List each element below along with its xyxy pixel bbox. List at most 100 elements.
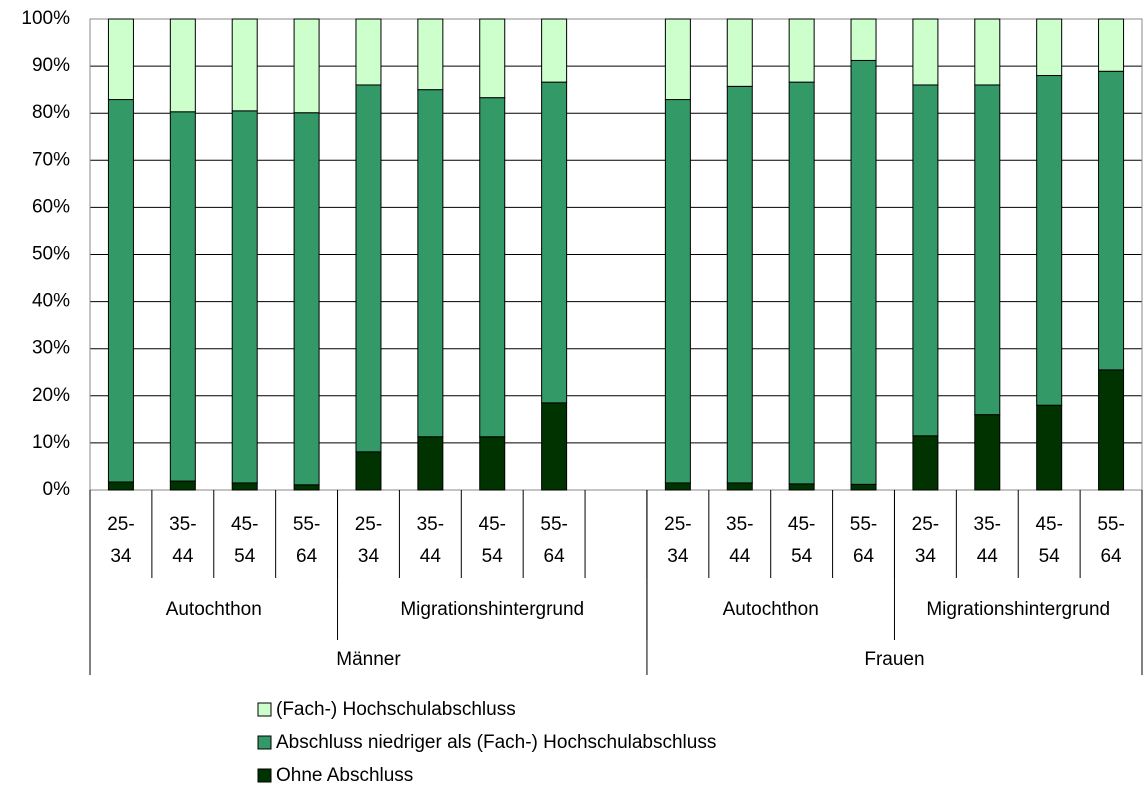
x-tick-label: 35- xyxy=(726,514,753,535)
x-tick-label: 35- xyxy=(169,514,196,535)
bar-segment xyxy=(726,85,753,484)
bar-segment xyxy=(479,18,506,99)
group-label: Männer xyxy=(336,649,401,670)
x-tick-label: 45- xyxy=(1035,514,1062,535)
x-tick-label: 44 xyxy=(420,546,442,567)
bar-segment xyxy=(1098,18,1125,72)
y-tick-label: 10% xyxy=(32,432,70,453)
x-tick-label: 64 xyxy=(296,546,318,567)
bar-segment xyxy=(664,482,691,491)
bar-segment xyxy=(912,435,939,491)
y-tick-label: 70% xyxy=(32,149,70,170)
y-tick-label: 80% xyxy=(32,102,70,123)
y-tick-label: 20% xyxy=(32,385,70,406)
bar-segment xyxy=(355,451,382,491)
group-label: Frauen xyxy=(864,649,924,670)
bar-segment xyxy=(231,18,258,112)
x-tick-label: 35- xyxy=(974,514,1001,535)
x-tick-label: 55- xyxy=(1097,514,1124,535)
bar-segment xyxy=(169,111,196,482)
legend-label: (Fach-) Hochschulabschluss xyxy=(276,699,516,720)
bar-segment xyxy=(107,481,134,491)
x-tick-label: 44 xyxy=(172,546,194,567)
bar-segment xyxy=(1036,75,1063,406)
x-tick-label: 55- xyxy=(540,514,567,535)
x-tick-label: 34 xyxy=(110,546,132,567)
legend-swatch xyxy=(257,702,272,717)
x-tick-label: 45- xyxy=(231,514,258,535)
bar-segment xyxy=(1098,70,1125,371)
bar-segment xyxy=(850,59,877,485)
y-tick-label: 90% xyxy=(32,55,70,76)
plot-frame xyxy=(89,18,1143,491)
bar-segment xyxy=(788,81,815,485)
bar-segment xyxy=(293,484,320,491)
x-tick-label: 35- xyxy=(417,514,444,535)
bar-segment xyxy=(541,18,568,83)
y-tick-label: 60% xyxy=(32,196,70,217)
x-tick-label: 45- xyxy=(479,514,506,535)
bar-segment xyxy=(788,18,815,83)
x-tick-label: 64 xyxy=(544,546,566,567)
y-tick-label: 40% xyxy=(32,291,70,312)
x-tick-label: 64 xyxy=(1100,546,1122,567)
bar-segment xyxy=(850,483,877,491)
legend-label: Abschluss niedriger als (Fach-) Hochschu… xyxy=(276,732,716,753)
x-tick-label: 55- xyxy=(850,514,877,535)
bar-segment xyxy=(417,89,444,438)
bar-segment xyxy=(169,480,196,491)
bar-segment xyxy=(355,18,382,86)
x-tick-label: 34 xyxy=(667,546,689,567)
bar-segment xyxy=(850,18,877,61)
bar-segment xyxy=(664,99,691,484)
bar-segment xyxy=(479,97,506,438)
bar-segment xyxy=(974,414,1001,491)
bar-segment xyxy=(293,18,320,114)
x-tick-label: 25- xyxy=(664,514,691,535)
bar-segment xyxy=(1036,404,1063,491)
legend-label: Ohne Abschluss xyxy=(276,765,413,786)
bar-segment xyxy=(107,99,134,483)
bar-segment xyxy=(912,84,939,437)
bar-segment xyxy=(664,18,691,101)
bar-segment xyxy=(479,436,506,491)
bar-segment xyxy=(974,84,1001,416)
bar-segment xyxy=(169,18,196,113)
bar-segment xyxy=(726,18,753,87)
y-tick-label: 100% xyxy=(21,8,70,29)
bar-segment xyxy=(541,402,568,491)
x-tick-label: 25- xyxy=(355,514,382,535)
subgroup-label: Migrationshintergrund xyxy=(400,599,584,620)
subgroup-label: Autochthon xyxy=(166,599,262,620)
y-tick-label: 30% xyxy=(32,338,70,359)
y-tick-label: 0% xyxy=(43,479,71,500)
bar-segment xyxy=(974,18,1001,86)
x-tick-label: 54 xyxy=(482,546,504,567)
bar-segment xyxy=(107,18,134,101)
subgroup-label: Autochthon xyxy=(723,599,819,620)
bar-segment xyxy=(355,84,382,453)
x-tick-label: 54 xyxy=(234,546,256,567)
x-tick-label: 54 xyxy=(791,546,813,567)
legend-swatch xyxy=(257,735,272,750)
x-tick-label: 55- xyxy=(293,514,320,535)
bar-segment xyxy=(417,436,444,491)
bar-segment xyxy=(1036,18,1063,77)
bar-segment xyxy=(541,81,568,404)
bar-segment xyxy=(293,112,320,486)
x-tick-label: 54 xyxy=(1039,546,1061,567)
x-tick-label: 44 xyxy=(977,546,999,567)
x-tick-label: 45- xyxy=(788,514,815,535)
legend-swatch xyxy=(257,768,272,783)
bar-segment xyxy=(1098,369,1125,491)
bar-segment xyxy=(788,483,815,491)
bar-segment xyxy=(231,482,258,491)
x-tick-label: 25- xyxy=(107,514,134,535)
x-tick-label: 34 xyxy=(915,546,937,567)
bar-segment xyxy=(726,482,753,491)
x-tick-label: 25- xyxy=(912,514,939,535)
bar-segment xyxy=(231,110,258,484)
y-tick-label: 50% xyxy=(32,244,70,265)
subgroup-label: Migrationshintergrund xyxy=(926,599,1110,620)
